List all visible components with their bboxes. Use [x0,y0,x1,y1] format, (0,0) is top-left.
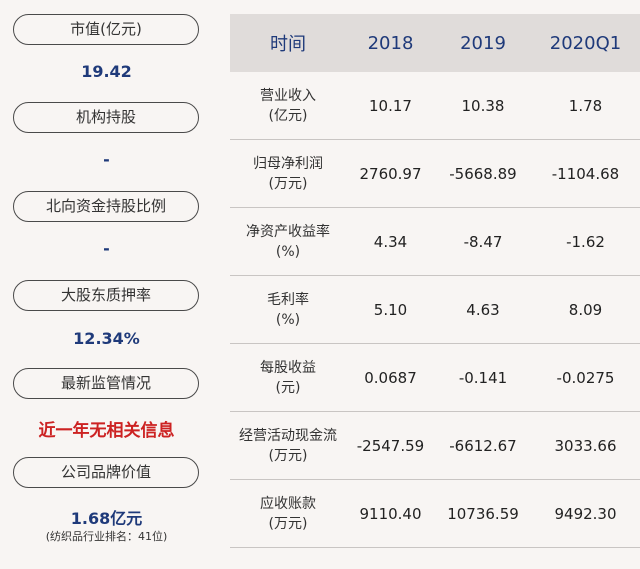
cell: 10736.59 [447,504,519,523]
header-2019: 2019 [460,32,506,54]
cell: 10.17 [369,96,412,115]
northbound-value: - [103,239,110,258]
row-label: 经营活动现金流 (万元) [239,427,337,464]
cell: 8.09 [568,300,603,319]
header-time: 时间 [270,34,306,55]
cell: -1.62 [566,232,605,251]
brand-note: (纺织品行业排名：41位) [45,530,168,543]
cell: 0.0687 [364,368,417,387]
table-row: 应收账款 (万元) 9110.40 10736.59 9492.30 [230,480,640,548]
table-row: 每股收益 (元) 0.0687 -0.141 -0.0275 [230,344,640,412]
table-row: 营业收入 (亿元) 10.17 10.38 1.78 [230,72,640,140]
cell: 1.78 [568,96,603,115]
cell: -0.0275 [556,368,615,387]
table-row: 归母净利润 (万元) 2760.97 -5668.89 -1104.68 [230,140,640,208]
row-label: 营业收入 (亿元) [260,87,316,124]
row-label: 应收账款 (万元) [260,495,316,532]
pledge-value: 12.34% [73,329,140,348]
cell: -6612.67 [449,436,517,455]
market-cap-label: 市值(亿元) [13,14,199,45]
brand-value: 1.68亿元 [70,509,143,528]
cell: 9492.30 [554,504,617,523]
cell: -2547.59 [356,436,425,455]
pledge-label: 大股东质押率 [13,280,199,311]
left-panel: 市值(亿元) 19.42 机构持股 - 北向资金持股比例 - 大股东质押率 12… [0,0,213,569]
table-row: 净资产收益率 (%) 4.34 -8.47 -1.62 [230,208,640,276]
cell: 10.38 [461,96,505,115]
header-2020q1: 2020Q1 [549,32,622,54]
table-row: 经营活动现金流 (万元) -2547.59 -6612.67 3033.66 [230,412,640,480]
cell: -1104.68 [551,164,620,183]
row-label: 净资产收益率 (%) [246,223,330,260]
supervision-label: 最新监管情况 [13,368,199,399]
cell: -5668.89 [449,164,517,183]
cell: -8.47 [463,232,503,251]
table-row: 毛利率 (%) 5.10 4.63 8.09 [230,276,640,344]
cell: 9110.40 [359,504,422,523]
cell: 4.63 [466,300,500,319]
institution-value: - [103,150,110,169]
cell: -0.141 [458,368,508,387]
row-label: 每股收益 (元) [260,359,316,396]
cell: 4.34 [373,232,408,251]
brand-label: 公司品牌价值 [13,457,199,488]
cell: 3033.66 [554,436,617,455]
row-label: 归母净利润 (万元) [253,155,323,192]
cell: 5.10 [373,300,408,319]
header-2018: 2018 [367,32,414,54]
financial-table: 时间 2018 2019 2020Q1 营业收入 (亿元) 10.17 10.38… [230,14,640,548]
table-header: 时间 2018 2019 2020Q1 [230,14,640,72]
cell: 2760.97 [359,164,422,183]
row-label: 毛利率 (%) [267,291,309,328]
market-cap-value: 19.42 [81,62,132,81]
supervision-value: 近一年无相关信息 [38,421,175,441]
institution-label: 机构持股 [13,102,199,133]
northbound-label: 北向资金持股比例 [13,191,199,222]
